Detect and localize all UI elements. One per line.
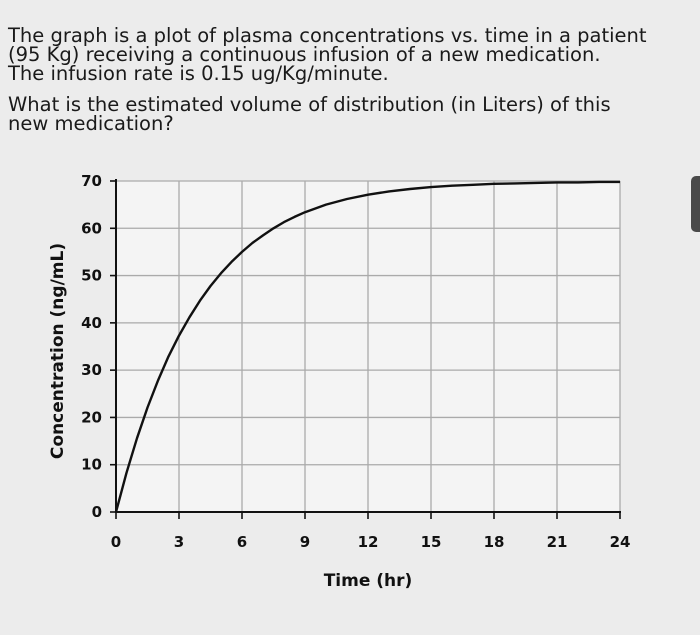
x-tick-label: 24 (610, 533, 631, 551)
x-tick-label: 15 (421, 533, 442, 551)
x-tick-label: 3 (174, 533, 184, 551)
question-text: The graph is a plot of plasma concentrat… (8, 24, 688, 135)
y-tick-label: 20 (81, 408, 102, 426)
x-tick-label: 21 (547, 533, 568, 551)
question-line: The infusion rate is 0.15 ug/Kg/minute. (8, 62, 389, 85)
y-tick-label: 50 (81, 267, 102, 285)
y-tick-label: 30 (81, 361, 102, 379)
tick-labels: 0 3 6 9 12 15 18 21 24 0 10 20 30 40 50 60 70 (81, 172, 630, 551)
y-tick-label: 0 (92, 503, 102, 521)
question-line: (95 Kg) receiving a continuous infusion … (8, 43, 601, 66)
question-line: What is the estimated volume of distribu… (8, 93, 611, 116)
x-tick-label: 9 (300, 533, 310, 551)
x-tick-label: 12 (358, 533, 379, 551)
x-tick-label: 0 (111, 533, 121, 551)
y-tick-label: 40 (81, 314, 102, 332)
x-axis-title: Time (hr) (324, 571, 413, 591)
y-tick-label: 10 (81, 456, 102, 474)
series-layer (114, 180, 620, 513)
grid (116, 180, 621, 512)
question-line: The graph is a plot of plasma concentrat… (8, 24, 647, 47)
y-tick-label: 60 (81, 219, 102, 237)
question-paragraph-1: The graph is a plot of plasma concentrat… (8, 24, 688, 85)
series-line (114, 180, 620, 513)
question-line: new medication? (8, 112, 174, 135)
x-tick-label: 6 (237, 533, 247, 551)
scrollbar-thumb[interactable] (691, 176, 700, 232)
question-paragraph-2: What is the estimated volume of distribu… (8, 93, 688, 135)
axes (110, 179, 621, 519)
y-tick-label: 70 (81, 172, 102, 190)
x-tick-label: 18 (484, 533, 505, 551)
y-axis-title: Concentration (ng/mL) (48, 243, 68, 459)
